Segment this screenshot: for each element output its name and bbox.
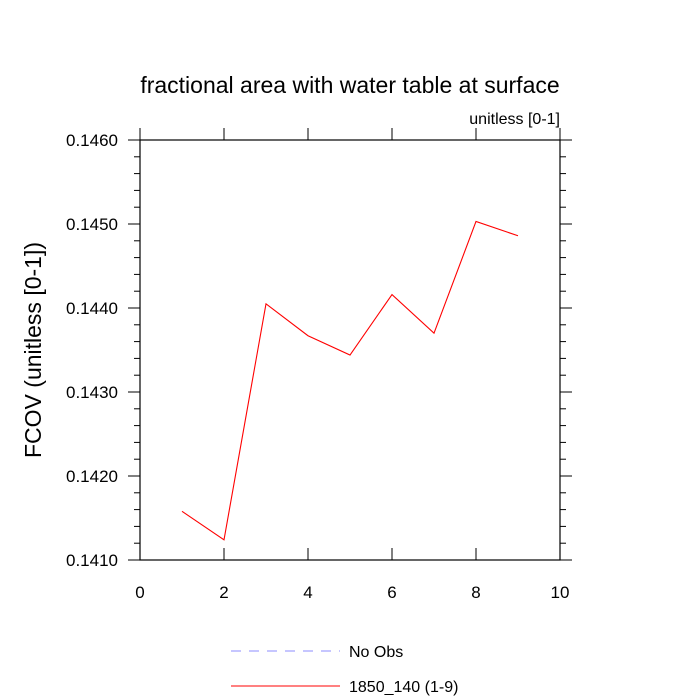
legend-label: 1850_140 (1-9) bbox=[349, 679, 458, 696]
plot-area-frame bbox=[139, 139, 561, 561]
axis-ticks bbox=[128, 128, 572, 561]
y-tick-label: 0.1430 bbox=[66, 383, 118, 402]
x-tick-label: 4 bbox=[303, 583, 312, 602]
legend: No Obs 1850_140 (1-9) bbox=[231, 644, 458, 696]
legend-label: No Obs bbox=[349, 644, 403, 661]
x-tick-label: 6 bbox=[387, 583, 396, 602]
y-tick-labels: 0.1410 0.1420 0.1430 0.1440 0.1450 0.1460 bbox=[66, 131, 118, 570]
x-tick-label: 8 bbox=[471, 583, 480, 602]
y-tick-label: 0.1450 bbox=[66, 215, 118, 234]
series-line-2 bbox=[181, 220, 519, 541]
y-tick-label: 0.1460 bbox=[66, 131, 118, 150]
x-tick-label: 2 bbox=[219, 583, 228, 602]
x-tick-labels: 0 2 4 6 8 10 bbox=[135, 583, 569, 602]
y-tick-label: 0.1440 bbox=[66, 299, 118, 318]
y-tick-label: 0.1420 bbox=[66, 467, 118, 486]
chart-title: fractional area with water table at surf… bbox=[140, 72, 559, 98]
x-tick-label: 0 bbox=[135, 583, 144, 602]
chart-subtitle: unitless [0-1] bbox=[469, 111, 560, 128]
y-tick-label: 0.1410 bbox=[66, 551, 118, 570]
y-axis-label: FCOV (unitless [0-1]) bbox=[20, 242, 46, 458]
x-tick-label: 10 bbox=[551, 583, 570, 602]
series-layer bbox=[181, 220, 519, 541]
